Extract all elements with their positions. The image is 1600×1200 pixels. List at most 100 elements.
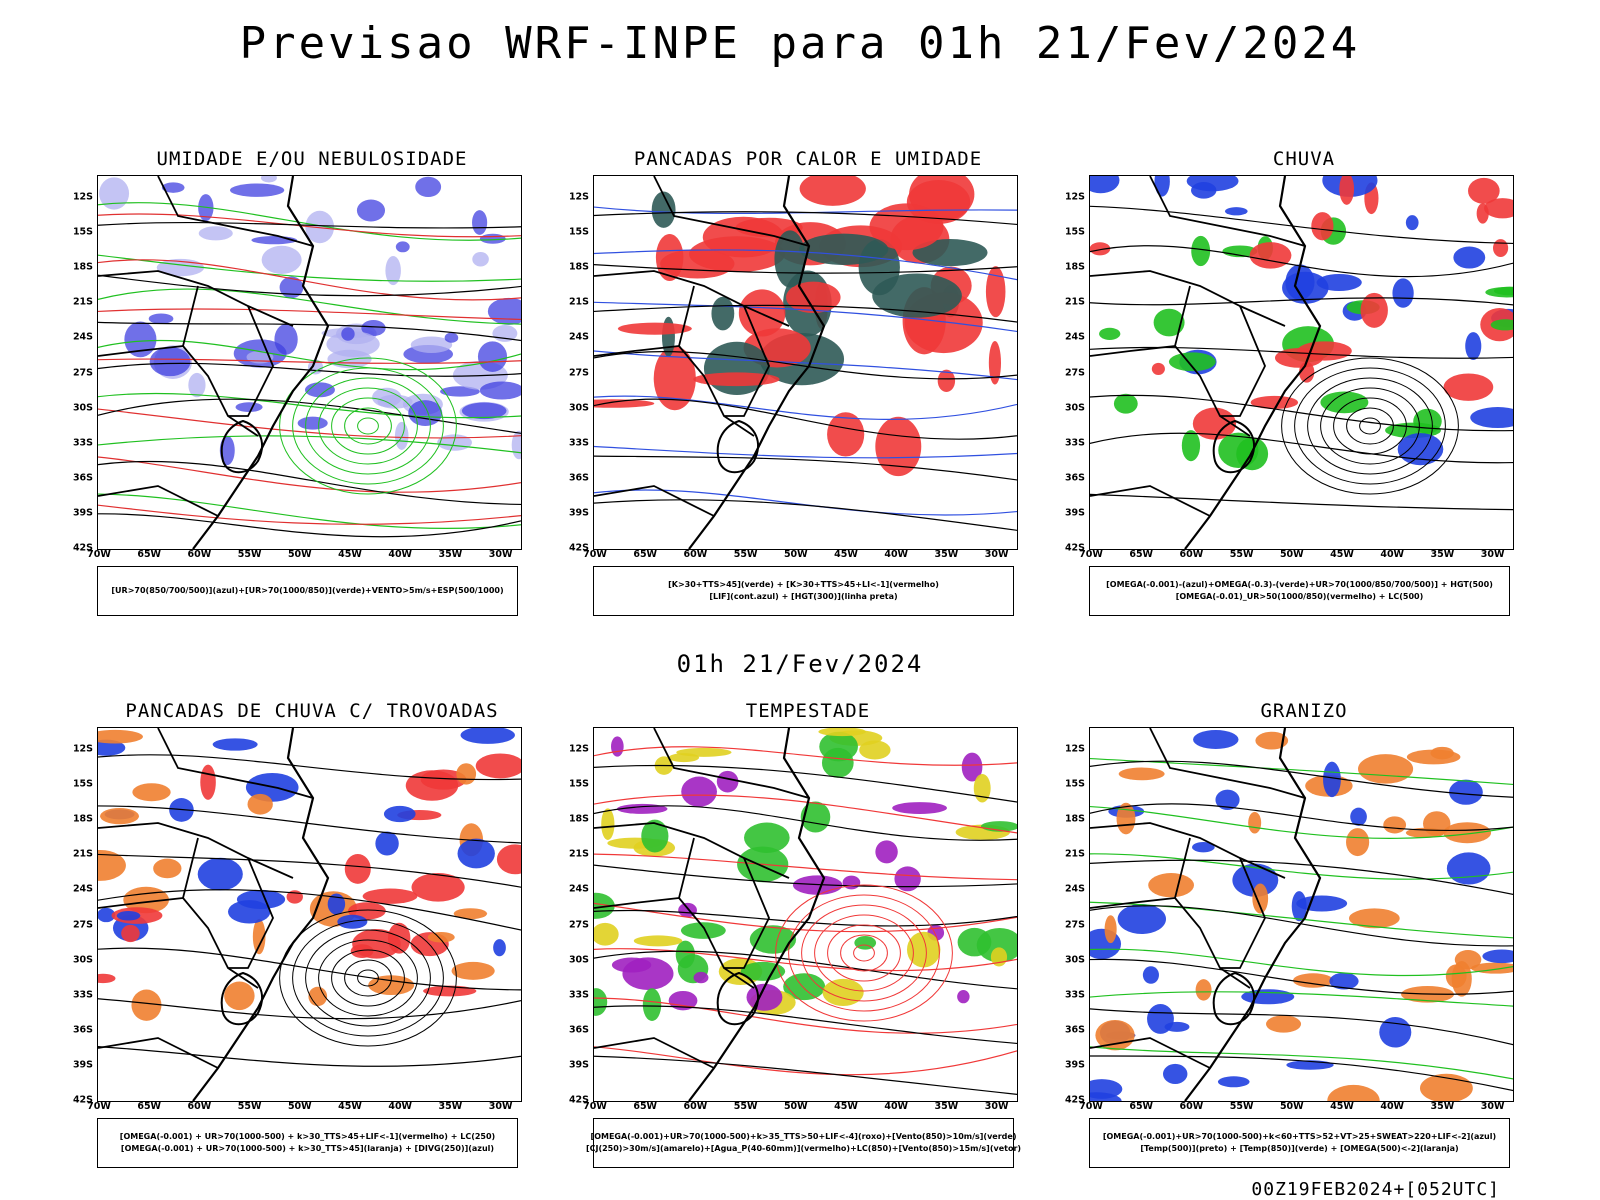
contour-line bbox=[594, 853, 1017, 881]
field-blob bbox=[1255, 731, 1289, 750]
contour-line bbox=[1090, 297, 1513, 306]
field-blob bbox=[693, 971, 709, 984]
contour-line bbox=[1090, 394, 1513, 432]
contour-line bbox=[98, 853, 521, 888]
field-blob bbox=[415, 176, 442, 198]
lon-tick-label: 45W bbox=[834, 1101, 858, 1112]
field-blob bbox=[98, 729, 143, 744]
field-blob bbox=[1117, 903, 1167, 935]
lon-tick-label: 45W bbox=[1330, 1101, 1354, 1112]
field-blob bbox=[1168, 352, 1216, 372]
country-border bbox=[98, 270, 294, 327]
contour-line bbox=[1090, 805, 1513, 839]
panel-title: PANCADAS POR CALOR E UMIDADE bbox=[633, 148, 983, 170]
map-area bbox=[97, 727, 522, 1102]
contour-line bbox=[98, 493, 521, 529]
lat-tick-label: 42S bbox=[1064, 1094, 1085, 1106]
map-svg bbox=[1090, 728, 1513, 1101]
field-blob bbox=[1147, 1003, 1174, 1034]
contour-line bbox=[1090, 346, 1513, 359]
field-blob bbox=[1154, 176, 1170, 197]
field-blob bbox=[98, 739, 126, 756]
contour-line bbox=[594, 499, 1017, 531]
lat-tick-label: 36S bbox=[72, 472, 93, 484]
field-blob bbox=[457, 838, 495, 869]
lon-tick-label: 70W bbox=[583, 1101, 607, 1112]
lat-tick-label: 39S bbox=[72, 1059, 93, 1071]
lon-axis: 70W 65W 60W 55W 50W 45W 40W 35W 30W bbox=[1079, 1101, 1512, 1115]
legend-line: [OMEGA(-0.001) + UR>70(1000-500) + k>30_… bbox=[120, 1144, 495, 1153]
cyclone-ring bbox=[331, 949, 405, 1007]
lon-tick-label: 65W bbox=[633, 1101, 658, 1112]
country-border bbox=[228, 305, 274, 417]
field-blob bbox=[937, 369, 956, 393]
lat-tick-label: 39S bbox=[568, 507, 589, 519]
contour-line bbox=[594, 1005, 1017, 1045]
lat-tick-label: 21S bbox=[72, 296, 93, 308]
field-blob bbox=[1490, 319, 1513, 331]
field-blob bbox=[461, 402, 507, 420]
lon-tick-label: 65W bbox=[1129, 549, 1154, 560]
map-svg bbox=[594, 176, 1017, 549]
field-blob bbox=[99, 177, 130, 210]
field-blob bbox=[641, 819, 669, 853]
field-blob bbox=[1248, 811, 1262, 834]
lon-tick-label: 35W bbox=[1430, 549, 1455, 560]
field-blob bbox=[1090, 1092, 1122, 1101]
lat-tick-label: 33S bbox=[568, 437, 589, 449]
field-blob bbox=[224, 981, 255, 1011]
lat-tick-label: 30S bbox=[568, 402, 589, 414]
field-blob bbox=[1339, 176, 1355, 205]
lat-tick-label: 27S bbox=[1064, 919, 1085, 930]
lat-tick-label: 33S bbox=[72, 989, 93, 1001]
map-area bbox=[1089, 727, 1514, 1102]
field-blob bbox=[337, 914, 368, 929]
field-blob bbox=[961, 752, 983, 782]
lat-tick-label: 15S bbox=[568, 226, 589, 238]
field-blob bbox=[352, 929, 401, 959]
cyclone-ring bbox=[318, 939, 418, 1017]
field-blob bbox=[1113, 393, 1138, 414]
field-blob bbox=[252, 918, 266, 955]
field-blob bbox=[487, 297, 521, 325]
lon-tick-label: 30W bbox=[1480, 1101, 1505, 1112]
contour-line bbox=[98, 805, 521, 844]
legend-line: [OMEGA(-0.001)+UR>70(1000-500)+k>35_TTS>… bbox=[590, 1132, 1017, 1141]
lat-tick-label: 15S bbox=[72, 778, 93, 790]
lon-tick-label: 60W bbox=[1179, 1101, 1204, 1112]
lon-tick-label: 50W bbox=[783, 549, 808, 560]
field-blob bbox=[675, 940, 695, 969]
field-blob bbox=[985, 266, 1006, 318]
field-blob bbox=[1241, 989, 1295, 1005]
field-blob bbox=[1453, 246, 1486, 269]
map-svg bbox=[1090, 176, 1513, 549]
lat-tick-label: 15S bbox=[568, 778, 589, 790]
contour-line bbox=[98, 321, 521, 342]
contour-line bbox=[594, 489, 1017, 516]
lon-tick-label: 50W bbox=[287, 1101, 312, 1112]
lat-tick-label: 18S bbox=[72, 813, 93, 825]
lat-axis: 12S 15S 18S 21S 24S 27S 30S 33S 36S 39S 42S bbox=[1055, 727, 1087, 1106]
field-blob bbox=[98, 849, 126, 881]
field-blob bbox=[601, 808, 615, 840]
lat-axis: 12S 15S 18S 21S 24S 27S 30S 33S 36S 39S 42S bbox=[559, 727, 591, 1106]
field-blob bbox=[661, 316, 675, 357]
contour-line bbox=[98, 889, 521, 931]
field-blob bbox=[1329, 972, 1359, 990]
field-blob bbox=[1443, 822, 1492, 844]
contour-line bbox=[1090, 205, 1513, 244]
country-border bbox=[653, 176, 810, 247]
field-blob bbox=[411, 872, 465, 902]
field-blob bbox=[988, 340, 1002, 385]
contour-line bbox=[1090, 760, 1513, 798]
contour-line bbox=[594, 304, 1017, 323]
cyclone-ring bbox=[1307, 377, 1433, 475]
estuary-outline bbox=[716, 419, 759, 474]
field-blob bbox=[1215, 789, 1240, 811]
field-blob bbox=[279, 276, 304, 299]
lon-tick-label: 60W bbox=[683, 549, 708, 560]
legend-line: [K>30+TTS>45](verde) + [K>30+TTS>45+LI<-… bbox=[668, 580, 939, 589]
field-blob bbox=[842, 875, 861, 890]
contour-line bbox=[594, 301, 1017, 333]
country-border bbox=[157, 728, 314, 799]
